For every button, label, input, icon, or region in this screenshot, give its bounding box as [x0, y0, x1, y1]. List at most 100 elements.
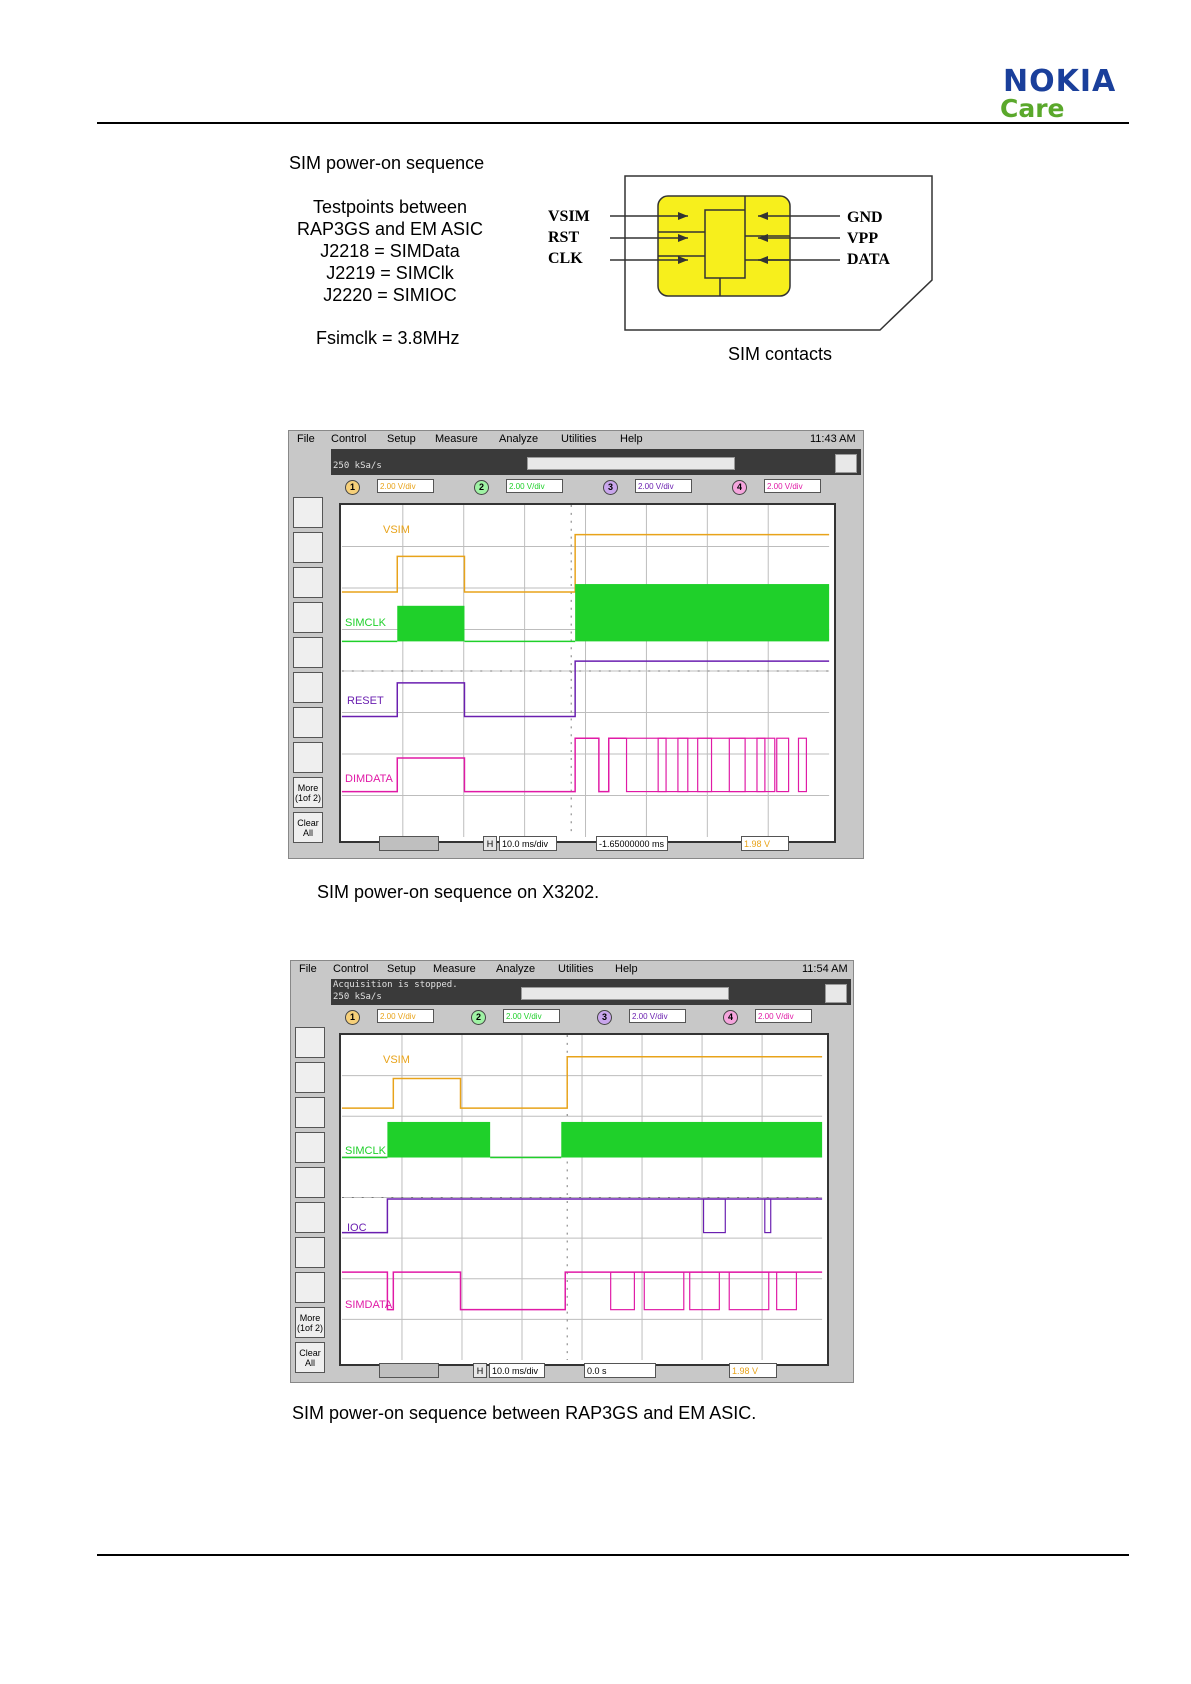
rising-edge-icon[interactable] — [295, 1027, 325, 1058]
trace — [341, 737, 627, 793]
pulse-width-icon[interactable] — [293, 672, 323, 703]
menu-help[interactable]: Help — [615, 963, 638, 975]
pulse-icon[interactable] — [293, 602, 323, 633]
sim-contacts-caption: SIM contacts — [728, 344, 833, 364]
pulse-width-icon[interactable] — [293, 707, 323, 738]
more-button[interactable]: More (1of 2) — [293, 777, 323, 808]
falling-edge-icon[interactable] — [293, 532, 323, 563]
menu-control[interactable]: Control — [331, 433, 367, 445]
delay-field[interactable]: -1.65000000 ms — [596, 836, 668, 851]
sim-label-clk: CLK — [548, 250, 583, 267]
pulse-width-icon[interactable] — [295, 1272, 325, 1303]
channel-1-scale[interactable]: 2.00 V/div — [377, 1009, 434, 1023]
run-icon[interactable] — [835, 454, 857, 473]
scope2-menubar: File Control Setup Measure Analyze Utili… — [291, 961, 853, 978]
channel-3-badge: 3 — [597, 1010, 612, 1025]
sim-contacts-diagram — [610, 175, 933, 331]
menu-analyze[interactable]: Analyze — [496, 963, 536, 975]
trace-label-vsim: VSIM — [383, 1054, 410, 1066]
pulse-width-icon[interactable] — [293, 637, 323, 668]
rising-edge-icon[interactable] — [293, 497, 323, 528]
channel-1-scale[interactable]: 2.00 V/div — [377, 479, 434, 493]
data-bits — [728, 737, 746, 793]
channel-2-scale[interactable]: 2.00 V/div — [506, 479, 563, 493]
sample-rate: 250 kSa/s — [333, 461, 382, 471]
testpoints-block: Testpoints between RAP3GS and EM ASIC J2… — [270, 196, 510, 306]
clock-burst — [397, 605, 465, 642]
sim-label-vpp: VPP — [847, 230, 879, 247]
data-bits — [643, 1271, 685, 1311]
data-bits — [702, 1198, 726, 1234]
falling-edge-icon[interactable] — [295, 1062, 325, 1093]
menu-utilities[interactable]: Utilities — [558, 963, 594, 975]
scope2-overview-bar[interactable] — [521, 987, 729, 1000]
scope2-caption: SIM power-on sequence between RAP3GS and… — [292, 1403, 757, 1423]
run-icon[interactable] — [825, 984, 847, 1003]
sim-chip — [657, 195, 791, 297]
data-bits — [797, 737, 807, 793]
horizontal-icon[interactable]: H — [473, 1363, 487, 1378]
horizontal-icon[interactable]: H — [483, 836, 497, 851]
trigger-level-field[interactable]: 1.98 V — [741, 836, 789, 851]
data-bits — [697, 737, 713, 793]
menu-setup[interactable]: Setup — [387, 963, 416, 975]
testpoints-line: Testpoints between — [312, 197, 468, 217]
timebase-field[interactable]: 10.0 ms/div — [489, 1363, 545, 1378]
data-bits — [776, 1271, 798, 1311]
pulse-width-icon[interactable] — [293, 742, 323, 773]
care-logo: Care — [1000, 94, 1065, 123]
trace-label-simclk: SIMCLK — [345, 1145, 386, 1157]
header-rule — [97, 122, 1129, 124]
scope2-window: File Control Setup Measure Analyze Utili… — [290, 960, 854, 1383]
data-bits — [728, 1271, 770, 1311]
pulse-width-icon[interactable] — [295, 1237, 325, 1268]
pulse-icon[interactable] — [295, 1097, 325, 1128]
pulse-width-icon[interactable] — [295, 1167, 325, 1198]
menu-measure[interactable]: Measure — [435, 433, 478, 445]
trace-label-simclk: SIMCLK — [345, 617, 386, 629]
acquisition-controls[interactable] — [379, 1363, 439, 1378]
menu-measure[interactable]: Measure — [433, 963, 476, 975]
trace-label-dimdata: DIMDATA — [345, 773, 393, 785]
channel-2-scale[interactable]: 2.00 V/div — [503, 1009, 560, 1023]
acquisition-controls[interactable] — [379, 836, 439, 851]
pulse-width-icon[interactable] — [295, 1202, 325, 1233]
menu-control[interactable]: Control — [333, 963, 369, 975]
channel-1-badge: 1 — [345, 480, 360, 495]
channel-3-scale[interactable]: 2.00 V/div — [629, 1009, 686, 1023]
timebase-field[interactable]: 10.0 ms/div — [499, 836, 557, 851]
channel-4-scale[interactable]: 2.00 V/div — [755, 1009, 812, 1023]
trace-label-reset: RESET — [347, 695, 384, 707]
sim-label-data: DATA — [847, 251, 890, 268]
pulse-icon[interactable] — [293, 567, 323, 598]
sim-label-rst: RST — [548, 229, 580, 246]
scope1-caption: SIM power-on sequence on X3202. — [317, 882, 600, 902]
nokia-logo: NOKIA — [1003, 64, 1117, 99]
testpoints-line: RAP3GS and EM ASIC — [296, 219, 484, 239]
data-bits — [625, 737, 776, 793]
data-bits — [657, 737, 667, 793]
data-bits — [689, 1271, 720, 1311]
trace-label-vsim: VSIM — [383, 524, 410, 536]
intro-title: SIM power-on sequence — [289, 153, 485, 173]
menu-analyze[interactable]: Analyze — [499, 433, 539, 445]
delay-field[interactable]: 0.0 s — [584, 1363, 656, 1378]
channel-4-scale[interactable]: 2.00 V/div — [764, 479, 821, 493]
scope1-overview-bar[interactable] — [527, 457, 735, 470]
menu-setup[interactable]: Setup — [387, 433, 416, 445]
testpoints-line: J2219 = SIMClk — [326, 263, 454, 283]
channel-3-scale[interactable]: 2.00 V/div — [635, 479, 692, 493]
trigger-level-field[interactable]: 1.98 V — [729, 1363, 777, 1378]
more-button[interactable]: More (1of 2) — [295, 1307, 325, 1338]
menu-file[interactable]: File — [299, 963, 317, 975]
pulse-icon[interactable] — [295, 1132, 325, 1163]
clear-all-button[interactable]: Clear All — [295, 1342, 325, 1373]
trace — [341, 660, 830, 718]
menu-help[interactable]: Help — [620, 433, 643, 445]
menu-file[interactable]: File — [297, 433, 315, 445]
data-bits — [756, 737, 766, 793]
clock-time: 11:43 AM — [810, 433, 856, 445]
clear-all-button[interactable]: Clear All — [293, 812, 323, 843]
menu-utilities[interactable]: Utilities — [561, 433, 597, 445]
testpoints-line: J2218 = SIMData — [320, 241, 460, 261]
